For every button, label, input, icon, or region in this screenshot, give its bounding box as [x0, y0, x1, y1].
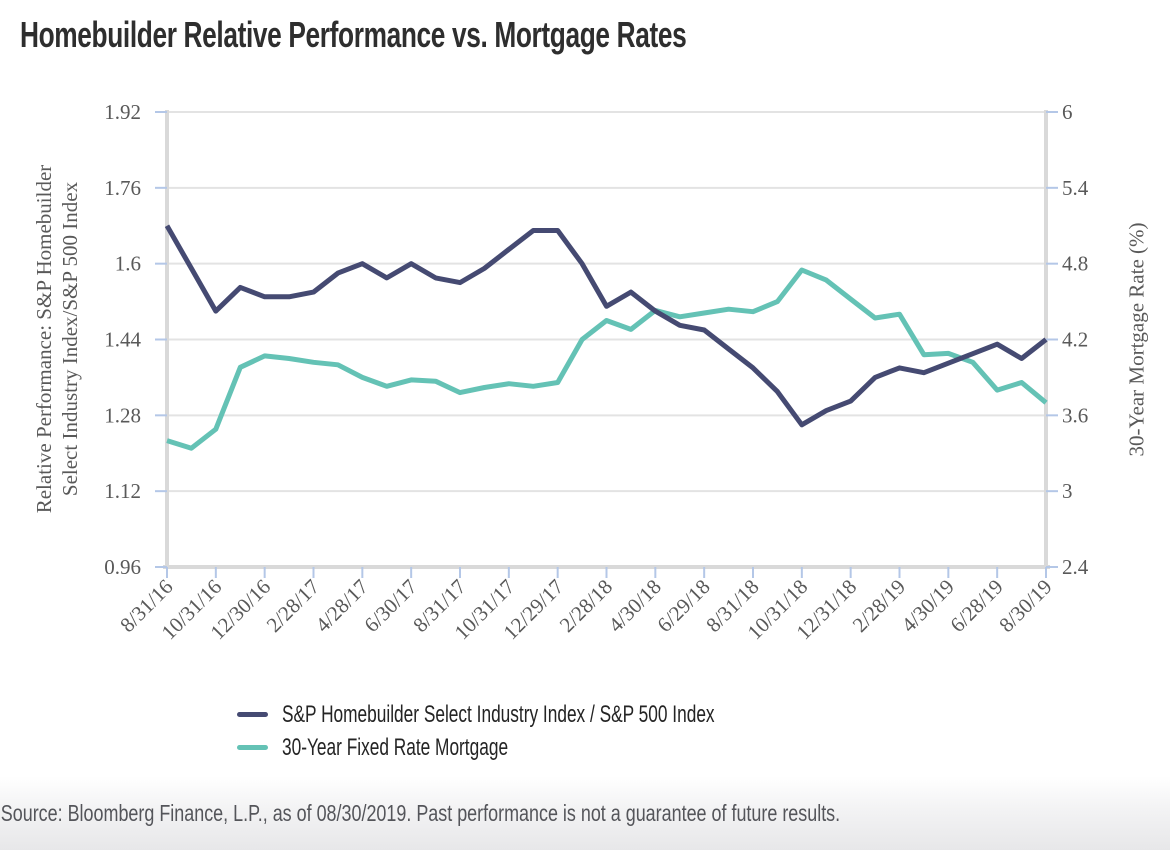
right-tick-label: 3	[1062, 479, 1073, 503]
legend-label: S&P Homebuilder Select Industry Index / …	[282, 700, 715, 728]
right-tick-label: 3.6	[1062, 403, 1088, 427]
right-tick-label: 2.4	[1062, 555, 1089, 579]
x-tick-label: 4/28/17	[311, 575, 373, 637]
source-text: Source: Bloomberg Finance, L.P., as of 0…	[0, 799, 841, 826]
source-footer: Source: Bloomberg Finance, L.P., as of 0…	[0, 776, 1170, 850]
right-tick-label: 6	[1062, 100, 1073, 124]
left-tick-label: 1.6	[115, 252, 141, 276]
legend-row-1: 30-Year Fixed Rate Mortgage	[237, 731, 883, 764]
x-tick-label: 6/29/18	[652, 575, 714, 637]
x-tick-label: 6/28/19	[945, 575, 1007, 637]
left-tick-label: 1.44	[104, 328, 141, 352]
series-homebuilder-ratio-line	[164, 224, 1048, 428]
legend-swatch-icon	[237, 712, 268, 717]
x-tick-label: 2/28/17	[262, 575, 324, 637]
legend-swatch-icon	[237, 745, 268, 750]
legend-label: 30-Year Fixed Rate Mortgage	[282, 733, 509, 761]
x-tick-label: 2/28/19	[848, 575, 910, 637]
legend: S&P Homebuilder Select Industry Index / …	[237, 698, 883, 764]
x-tick-label: 2/28/18	[555, 575, 617, 637]
right-tick-label: 4.2	[1062, 328, 1088, 352]
x-tick-label: 4/30/19	[897, 575, 959, 637]
x-tick-label: 4/30/18	[604, 575, 666, 637]
left-tick-label: 1.28	[104, 403, 141, 427]
page-title: Homebuilder Relative Performance vs. Mor…	[20, 14, 687, 55]
series-mortgage-rate-line	[166, 267, 1048, 451]
right-tick-label: 5.4	[1062, 176, 1089, 200]
x-tick-label: 8/30/19	[994, 575, 1056, 637]
left-tick-label: 1.12	[104, 479, 141, 503]
left-tick-label: 1.92	[104, 100, 141, 124]
legend-row-0: S&P Homebuilder Select Industry Index / …	[237, 698, 883, 731]
left-tick-label: 0.96	[104, 555, 141, 579]
left-axis-title-line2: Select Industry Index/S&P 500 Index	[58, 181, 82, 497]
left-tick-label: 1.76	[104, 176, 141, 200]
x-tick-label: 6/30/17	[359, 575, 421, 637]
chart-canvas: 1.92 1.76 1.6 1.44 1.28 1.12 0.96 6 5.4 4.8 4.2 3.6…	[104, 100, 1089, 644]
left-axis-title-line1: Relative Performance: S&P Homebuilder	[32, 164, 56, 514]
right-axis-title: 30-Year Mortgage Rate (%)	[1124, 222, 1149, 457]
right-tick-label: 4.8	[1062, 252, 1088, 276]
left-axis-title: Relative Performance: S&P Homebuilder Se…	[31, 99, 83, 579]
